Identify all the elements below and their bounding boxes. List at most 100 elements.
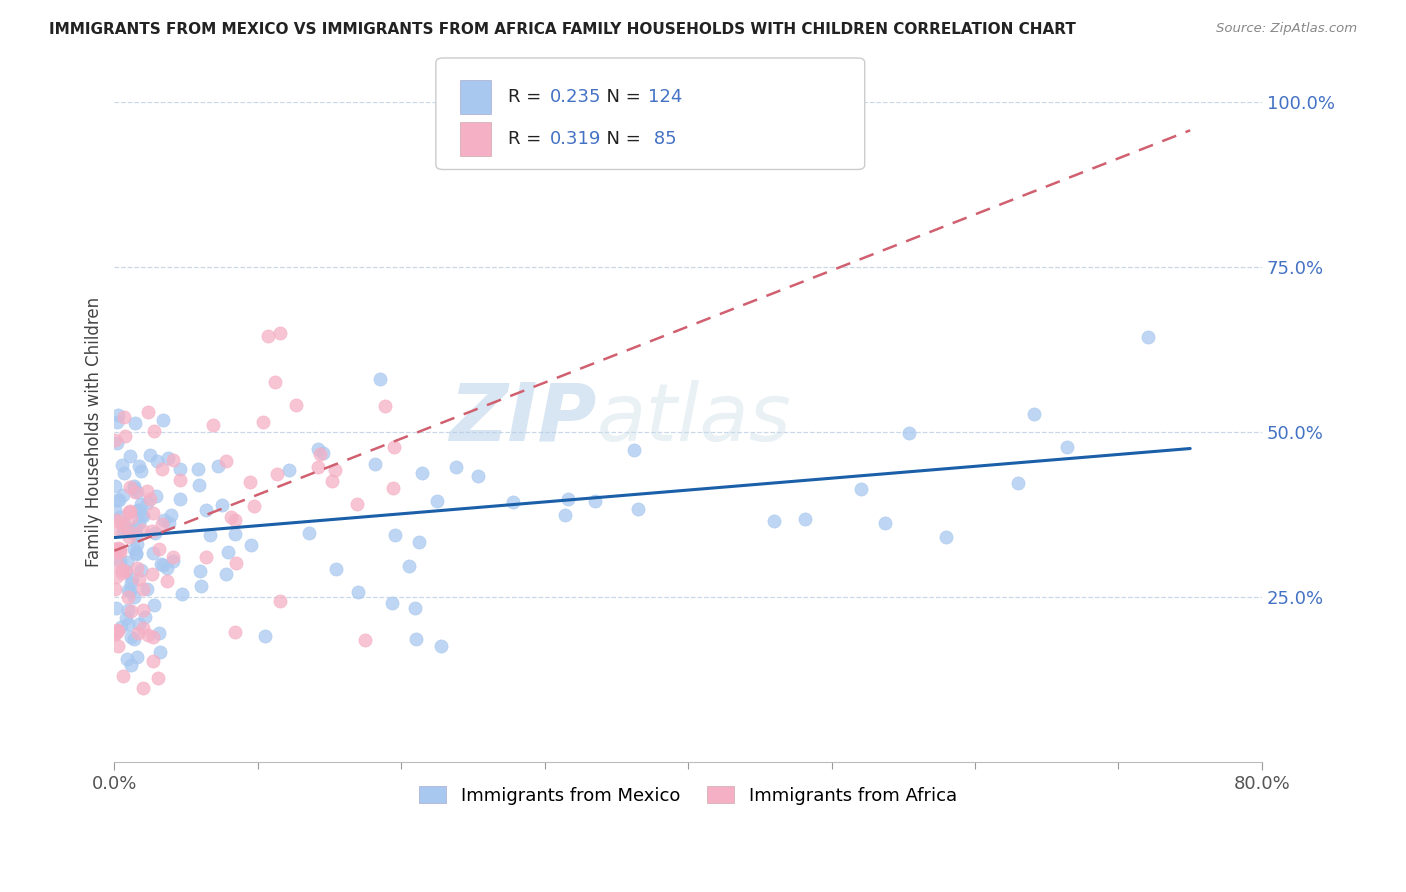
- Point: [935, 530, 957, 544]
- Point: [117, 522, 139, 536]
- Point: [115, 564, 138, 578]
- Point: [323, 463, 346, 477]
- Point: [107, 541, 129, 556]
- Point: [135, 483, 157, 498]
- Point: [122, 481, 145, 495]
- Point: [104, 626, 127, 640]
- Point: [118, 505, 141, 519]
- Point: [763, 514, 786, 528]
- Point: [111, 566, 134, 581]
- Point: [346, 497, 368, 511]
- Point: [374, 399, 396, 413]
- Point: [257, 328, 280, 343]
- Point: [156, 561, 179, 575]
- Point: [132, 621, 155, 635]
- Point: [125, 649, 148, 664]
- Point: [411, 466, 433, 480]
- Point: [111, 488, 134, 502]
- Point: [368, 372, 391, 386]
- Text: 124: 124: [648, 88, 682, 106]
- Point: [120, 657, 142, 672]
- Point: [141, 567, 163, 582]
- Point: [162, 452, 184, 467]
- Point: [129, 563, 152, 577]
- Point: [148, 625, 170, 640]
- Point: [307, 459, 329, 474]
- Point: [136, 628, 159, 642]
- Point: [224, 513, 246, 527]
- Point: [269, 594, 291, 608]
- Point: [112, 466, 135, 480]
- Point: [194, 549, 217, 564]
- Point: [254, 629, 277, 643]
- Point: [110, 541, 132, 556]
- Point: [1056, 440, 1078, 454]
- Text: IMMIGRANTS FROM MEXICO VS IMMIGRANTS FROM AFRICA FAMILY HOUSEHOLDS WITH CHILDREN: IMMIGRANTS FROM MEXICO VS IMMIGRANTS FRO…: [49, 22, 1076, 37]
- Point: [157, 516, 180, 530]
- Point: [131, 508, 153, 523]
- Point: [149, 557, 172, 571]
- Point: [307, 442, 329, 457]
- Point: [554, 508, 576, 522]
- Point: [150, 462, 173, 476]
- Point: [851, 482, 873, 496]
- Point: [117, 603, 139, 617]
- Point: [142, 631, 165, 645]
- Point: [170, 587, 193, 601]
- Point: [122, 541, 145, 556]
- Point: [120, 510, 142, 524]
- Point: [111, 524, 134, 538]
- Point: [200, 527, 222, 541]
- Point: [132, 509, 155, 524]
- Point: [242, 499, 264, 513]
- Point: [384, 528, 406, 542]
- Point: [110, 458, 132, 472]
- Point: [156, 451, 179, 466]
- Text: N =: N =: [595, 130, 647, 148]
- Point: [118, 505, 141, 519]
- Point: [118, 525, 141, 540]
- Point: [195, 503, 218, 517]
- Point: [145, 489, 167, 503]
- Point: [398, 559, 420, 574]
- Point: [897, 425, 920, 440]
- Point: [121, 572, 143, 586]
- Point: [110, 620, 132, 634]
- Point: [169, 492, 191, 507]
- Point: [623, 442, 645, 457]
- Point: [224, 526, 246, 541]
- Point: [141, 524, 163, 538]
- Point: [156, 574, 179, 589]
- Point: [104, 542, 127, 557]
- Point: [127, 504, 149, 518]
- Point: [108, 493, 131, 508]
- Point: [104, 582, 127, 597]
- Point: [162, 554, 184, 568]
- Point: [118, 583, 141, 598]
- Point: [284, 398, 307, 412]
- Text: R =: R =: [508, 130, 547, 148]
- Point: [120, 631, 142, 645]
- Point: [353, 633, 375, 648]
- Point: [132, 582, 155, 596]
- Point: [105, 558, 128, 572]
- Text: Source: ZipAtlas.com: Source: ZipAtlas.com: [1216, 22, 1357, 36]
- Point: [107, 624, 129, 638]
- Text: 0.319: 0.319: [550, 130, 602, 148]
- Point: [502, 495, 524, 509]
- Point: [264, 375, 287, 389]
- Point: [152, 413, 174, 427]
- Point: [105, 436, 128, 450]
- Point: [583, 494, 606, 508]
- Point: [160, 508, 183, 522]
- Point: [239, 475, 262, 489]
- Point: [215, 453, 238, 467]
- Point: [122, 591, 145, 605]
- Point: [108, 516, 131, 530]
- Point: [149, 645, 172, 659]
- Text: atlas: atlas: [596, 380, 792, 458]
- Point: [120, 604, 142, 618]
- Point: [105, 545, 128, 559]
- Point: [143, 525, 166, 540]
- Point: [311, 446, 333, 460]
